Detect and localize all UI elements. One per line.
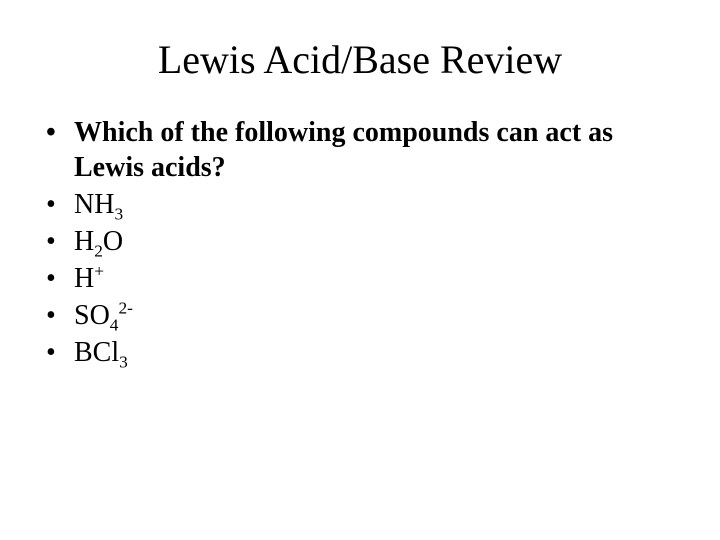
formula-sub: 2: [94, 242, 103, 261]
formula-sub: 3: [114, 205, 123, 224]
formula-base: BCl: [74, 337, 119, 368]
list-item: SO42-: [40, 298, 680, 333]
list-item: BCl3: [40, 335, 680, 370]
list-item: H2O: [40, 224, 680, 259]
list-item: H+: [40, 261, 680, 296]
formula-base: H: [74, 226, 94, 257]
formula-sup: 2-: [118, 299, 132, 318]
formula-sub: 4: [110, 316, 119, 335]
formula-base: NH: [74, 189, 114, 220]
slide-body: Which of the following compounds can act…: [0, 95, 720, 370]
formula-sup: +: [94, 262, 104, 281]
question-bullet: Which of the following compounds can act…: [40, 115, 680, 185]
list-item: NH3: [40, 187, 680, 222]
slide-title: Lewis Acid/Base Review: [0, 0, 720, 95]
formula-sub: 3: [119, 353, 128, 372]
formula-base: H: [74, 263, 94, 294]
formula-base: SO: [74, 300, 110, 331]
bullet-list: Which of the following compounds can act…: [40, 115, 680, 370]
question-text: Which of the following compounds can act…: [74, 117, 613, 183]
slide: Lewis Acid/Base Review Which of the foll…: [0, 0, 720, 540]
formula-tail: O: [103, 226, 123, 257]
